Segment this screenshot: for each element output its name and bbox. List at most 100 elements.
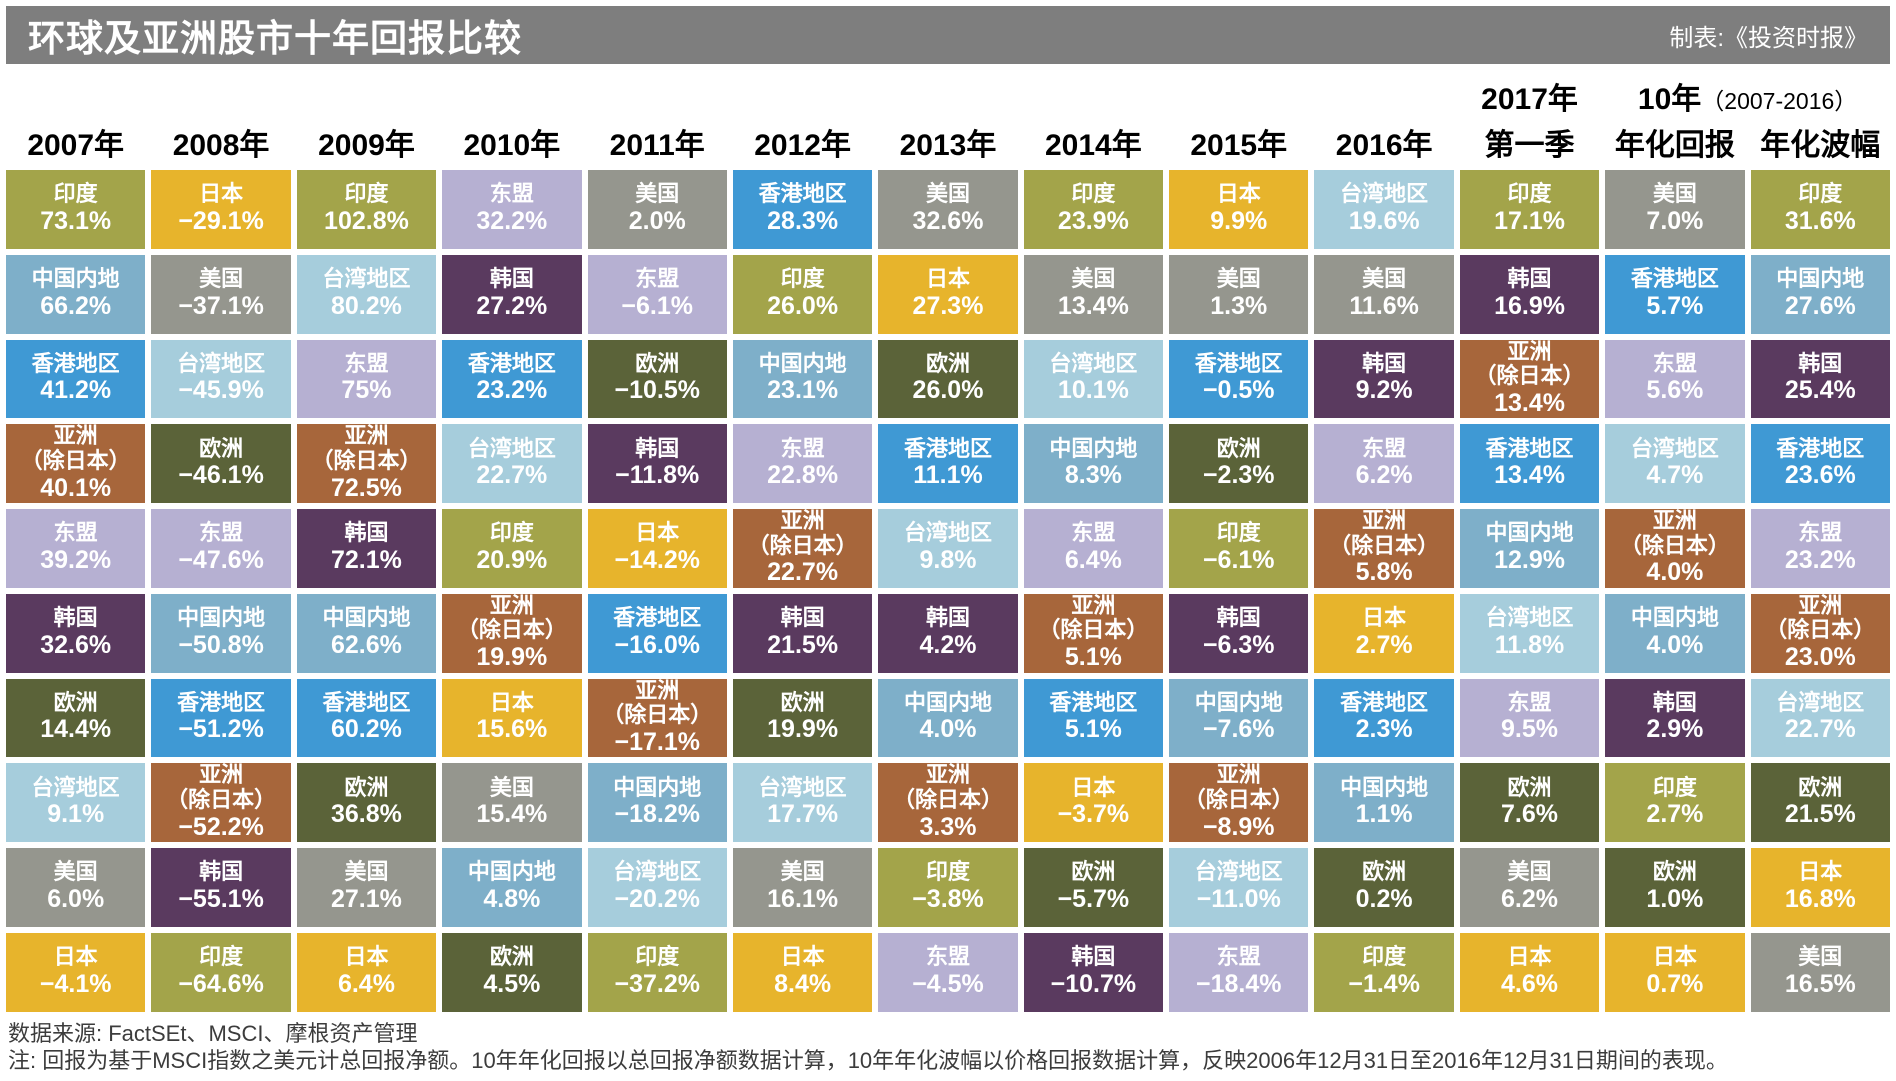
cell-return-value: 40.1% (40, 473, 112, 502)
cell-return-value: −37.1% (178, 291, 264, 320)
cell-asset-label: 欧洲 (635, 350, 680, 376)
column-header: 2016年 (1335, 129, 1433, 162)
return-cell-china: 中国内地 23.1% (732, 339, 873, 419)
cell-return-value: −8.9% (1202, 812, 1275, 841)
return-cell-europe: 欧洲 14.4% (6, 678, 146, 758)
return-cell-europe: 欧洲 4.5% (442, 932, 582, 1012)
cell-return-value: 14.4% (40, 715, 112, 744)
cell-return-value: 25.4% (1784, 376, 1856, 405)
cell-return-value: 17.1% (1494, 206, 1565, 235)
return-cell-japan: 日本 −29.1% (151, 170, 291, 249)
return-cell-asean: 东盟 −6.1% (587, 254, 727, 334)
return-cell-hongkong: 香港地区 11.1% (878, 424, 1018, 503)
cell-return-value: 8.4% (774, 969, 832, 998)
cell-return-value: −5.7% (1057, 884, 1130, 913)
return-cell-india: 印度 −1.4% (1314, 932, 1454, 1012)
return-cell-japan: 日本 −14.2% (587, 509, 727, 588)
cell-return-value: −4.5% (912, 969, 984, 998)
return-cell-hongkong: 香港地区 −51.2% (151, 678, 291, 758)
cell-return-value: −55.1% (178, 884, 264, 913)
return-cell-hongkong: 香港地区 −16.0% (587, 593, 727, 673)
column-header: 年化回报 (1614, 129, 1735, 162)
cell-return-value: 19.6% (1348, 206, 1420, 235)
cell-return-value: −47.6% (178, 545, 264, 574)
return-cell-taiwan: 台湾地区 22.7% (1750, 678, 1890, 758)
cell-return-value: 23.9% (1057, 206, 1129, 235)
return-cell-hongkong: 香港地区 23.2% (442, 339, 582, 419)
cell-return-value: −6.1% (621, 291, 694, 320)
cell-asset-label: 日本 (1652, 944, 1697, 970)
cell-asset-label: 香港地区 (1630, 266, 1719, 292)
cell-return-value: 15.4% (476, 800, 548, 829)
cell-asset-label: 东盟 (925, 944, 970, 970)
return-cell-india: 印度 102.8% (296, 170, 437, 249)
cell-return-value: 80.2% (331, 291, 402, 320)
cell-return-value: 27.1% (331, 884, 402, 913)
cell-asset-label: 香港地区 (758, 181, 847, 207)
cell-return-value: 23.2% (476, 376, 548, 405)
cell-return-value: 19.9% (476, 643, 548, 671)
cell-return-value: 5.7% (1646, 291, 1704, 320)
cell-return-value: 4.0% (919, 715, 977, 744)
cell-return-value: 27.3% (912, 291, 984, 320)
return-cell-hongkong: 香港地区 2.3% (1314, 678, 1454, 758)
cell-return-value: 16.8% (1784, 884, 1856, 913)
cell-asset-label: 亚洲 （除日本） (1038, 593, 1149, 643)
return-cell-japan: 日本 −3.7% (1023, 763, 1164, 842)
cell-return-value: −11.8% (615, 461, 700, 490)
return-cell-europe: 欧洲 −2.3% (1169, 424, 1309, 503)
cell-asset-label: 日本 (489, 689, 534, 715)
cell-return-value: −18.2% (614, 800, 700, 829)
cell-asset-label: 韩国 (925, 605, 970, 631)
cell-asset-label: 香港地区 (467, 350, 556, 376)
cell-asset-label: 韩国 (1362, 350, 1407, 376)
return-cell-korea: 韩国 32.6% (6, 593, 146, 673)
cell-asset-label: 东盟 (1798, 520, 1843, 546)
return-cell-asia_ex_japan: 亚洲 （除日本） 3.3% (878, 763, 1018, 842)
return-cell-taiwan: 台湾地区 −45.9% (151, 339, 291, 419)
return-cell-asia_ex_japan: 亚洲 （除日本） 72.5% (296, 424, 437, 503)
cell-return-value: −6.1% (1202, 545, 1275, 574)
cell-asset-label: 中国内地 (903, 689, 992, 715)
return-cell-korea: 韩国 −11.8% (587, 424, 727, 503)
column-header: 2014年 (1045, 129, 1142, 162)
cell-asset-label: 韩国 (489, 266, 534, 292)
return-cell-korea: 韩国 −55.1% (151, 848, 291, 927)
return-cell-china: 中国内地 1.1% (1314, 763, 1454, 842)
cell-return-value: −14.2% (614, 545, 700, 574)
return-cell-asean: 东盟 −4.5% (878, 932, 1018, 1012)
return-cell-asia_ex_japan: 亚洲 （除日本） 19.9% (442, 593, 582, 673)
return-cell-usa: 美国 7.0% (1605, 170, 1745, 249)
return-cell-asia_ex_japan: 亚洲 （除日本） 40.1% (6, 424, 146, 503)
column-header-top: 2017年 (1481, 83, 1578, 116)
cell-asset-label: 欧洲 (199, 435, 244, 461)
cell-asset-label: 亚洲 （除日本） (166, 763, 277, 812)
cell-asset-label: 韩国 (1798, 350, 1843, 376)
cell-return-value: 16.1% (767, 884, 839, 913)
cell-asset-label: 东盟 (344, 350, 389, 376)
return-cell-china: 中国内地 −50.8% (151, 593, 291, 673)
cell-return-value: −10.5% (614, 376, 700, 405)
return-cell-india: 印度 −64.6% (151, 932, 291, 1012)
cell-asset-label: 台湾地区 (758, 774, 847, 800)
return-cell-europe: 欧洲 26.0% (878, 339, 1018, 419)
cell-return-value: 23.6% (1784, 461, 1856, 490)
cell-return-value: 11.8% (1494, 630, 1565, 659)
cell-return-value: 17.7% (767, 800, 839, 829)
cell-asset-label: 东盟 (1362, 435, 1407, 461)
cell-return-value: 4.2% (919, 630, 977, 659)
cell-return-value: 6.4% (337, 969, 395, 998)
cell-return-value: 75% (341, 376, 392, 405)
footer: 数据来源: FactSEt、MSCI、摩根资产管理 注: 回报为基于MSCI指数… (0, 1012, 1896, 1081)
cell-asset-label: 日本 (1798, 859, 1843, 885)
cell-asset-label: 香港地区 (31, 350, 120, 376)
cell-asset-label: 中国内地 (467, 859, 556, 885)
return-cell-taiwan: 台湾地区 17.7% (732, 763, 873, 842)
cell-asset-label: 欧洲 (344, 774, 389, 800)
return-cell-china: 中国内地 8.3% (1023, 424, 1164, 503)
cell-return-value: 1.1% (1355, 800, 1413, 829)
return-cell-japan: 日本 0.7% (1605, 932, 1745, 1012)
cell-return-value: 27.6% (1784, 291, 1856, 320)
cell-asset-label: 印度 (780, 266, 825, 292)
cell-return-value: 21.5% (1784, 800, 1856, 829)
